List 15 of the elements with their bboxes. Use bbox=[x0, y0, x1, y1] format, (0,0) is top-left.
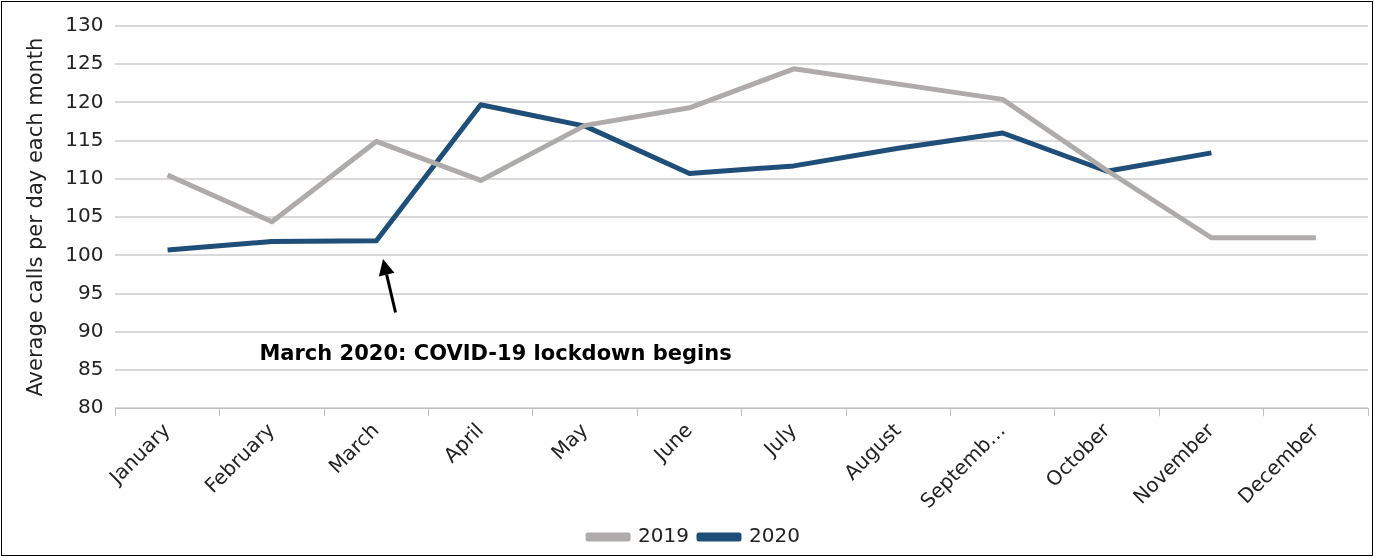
legend-label: 2019 bbox=[638, 523, 690, 548]
y-tick-label: 115 bbox=[65, 126, 104, 151]
y-tick-label: 110 bbox=[65, 165, 104, 190]
legend-label: 2020 bbox=[749, 523, 800, 548]
y-tick-label: 85 bbox=[77, 356, 104, 381]
y-tick-label: 100 bbox=[65, 241, 104, 266]
y-axis-title: Average calls per day each month bbox=[23, 37, 48, 397]
y-tick-label: 95 bbox=[77, 279, 104, 304]
y-tick-label: 80 bbox=[77, 394, 104, 419]
y-tick-label: 125 bbox=[65, 50, 104, 75]
y-tick-label: 105 bbox=[65, 203, 104, 228]
annotation: March 2020: COVID-19 lockdown begins bbox=[259, 341, 732, 366]
y-tick-label: 130 bbox=[65, 12, 104, 37]
y-tick-label: 120 bbox=[65, 88, 104, 113]
y-tick-label: 90 bbox=[77, 317, 104, 342]
